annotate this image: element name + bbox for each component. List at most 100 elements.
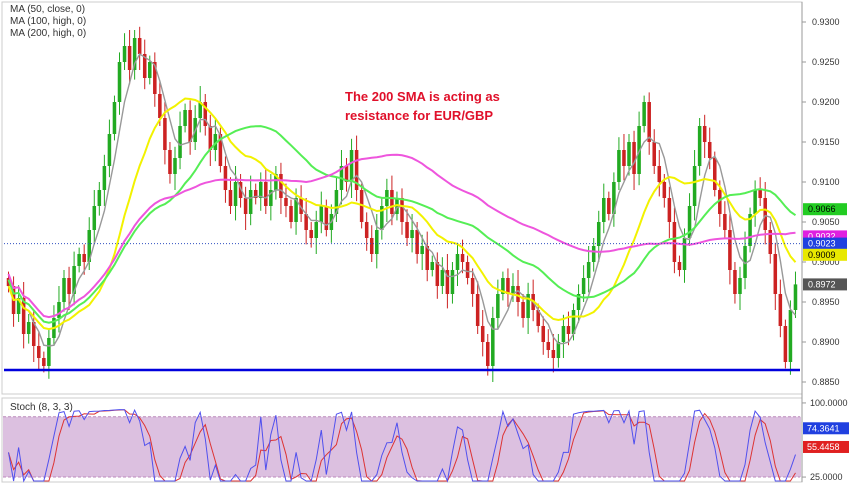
stoch-band: [3, 416, 801, 478]
candle-body: [536, 310, 540, 326]
candle-body: [788, 310, 793, 362]
candle-body: [561, 326, 566, 342]
candle-body: [153, 62, 157, 94]
candles: [6, 26, 798, 382]
candle-body: [753, 190, 757, 214]
candle-body: [203, 102, 208, 126]
candle-body: [354, 150, 359, 190]
candle-body: [607, 198, 611, 214]
candle-body: [576, 294, 581, 310]
ma-100-line: [7, 125, 797, 324]
candle-body: [72, 266, 76, 294]
candle-body: [475, 294, 480, 326]
candle-body: [67, 278, 71, 294]
candle-body: [551, 350, 556, 358]
candle-body: [501, 278, 505, 294]
candle-body: [506, 278, 510, 294]
stoch-range-band: [3, 416, 801, 478]
stoch-tag-box: [803, 440, 849, 453]
candle-body: [37, 346, 41, 358]
stoch-tick-label: 100.0000: [810, 398, 848, 408]
candle-body: [243, 198, 248, 214]
candle-body: [107, 134, 112, 166]
stoch-title: Stoch (8, 3, 3): [10, 402, 73, 413]
candle-body: [137, 38, 142, 54]
candle-body: [541, 326, 546, 342]
candle-body: [526, 294, 530, 318]
candle-body: [612, 182, 616, 214]
candle-body: [253, 190, 258, 198]
candle-body: [314, 222, 319, 238]
candle-body: [743, 246, 747, 278]
candle-body: [793, 284, 798, 310]
candle-body: [773, 254, 778, 294]
candle-body: [415, 230, 419, 254]
support-layer: [4, 243, 800, 372]
candle-body: [712, 158, 717, 190]
annotation-line-1: The 200 SMA is acting as: [345, 89, 500, 104]
candle-body: [470, 278, 475, 294]
price-tag-label: 0.9032: [808, 231, 836, 241]
candle-body: [718, 190, 722, 214]
candle-body: [440, 270, 445, 286]
candle-body: [26, 322, 31, 334]
price-tag-label: 0.9023: [808, 239, 836, 249]
candle-body: [723, 214, 727, 230]
candle-body: [42, 358, 46, 366]
candle-body: [334, 190, 339, 214]
candle-body: [319, 206, 324, 222]
stoch-tag-label: 74.3641: [807, 423, 840, 433]
ma-50-line: [7, 97, 797, 331]
candle-body: [445, 270, 450, 294]
y-tick-label: 0.9050: [812, 217, 840, 227]
candle-body: [556, 342, 561, 358]
candle-body: [521, 302, 525, 318]
price-tag-label: 0.8972: [808, 279, 836, 289]
candle-body: [218, 134, 223, 166]
candle-body: [264, 182, 268, 206]
candle-body: [21, 298, 26, 334]
candle-body: [369, 238, 374, 254]
candle-body: [289, 206, 293, 222]
stoch-lines: [8, 408, 796, 483]
candle-body: [647, 102, 651, 142]
candle-body: [324, 206, 329, 230]
price-tag-box: [803, 203, 847, 216]
candle-body: [778, 294, 783, 326]
candle-body: [62, 278, 66, 302]
candle-body: [173, 158, 177, 174]
candle-body: [228, 190, 233, 206]
candle-body: [168, 150, 172, 174]
candle-body: [77, 254, 81, 266]
y-tick-label: 0.8950: [812, 297, 840, 307]
candle-body: [622, 150, 626, 166]
candle-body: [233, 182, 238, 206]
candle-body: [122, 46, 127, 62]
candle-body: [516, 286, 520, 302]
candle-body: [450, 270, 455, 294]
candle-body: [702, 126, 707, 142]
candle-body: [294, 198, 298, 222]
candle-body: [692, 166, 697, 206]
candle-body: [667, 198, 672, 222]
candle-body: [364, 222, 369, 238]
candle-body: [455, 254, 460, 270]
price-axis: 0.9300 0.9250 0.9200 0.9150 0.9100 0.9050 0.90…: [802, 17, 840, 387]
candle-body: [97, 190, 102, 206]
annotation-line-2: resistance for EUR/GBP: [345, 108, 493, 123]
candle-body: [617, 150, 621, 182]
candle-body: [485, 342, 490, 366]
candle-body: [208, 126, 213, 150]
candle-body: [707, 142, 712, 158]
candle-body: [87, 230, 92, 262]
candle-body: [637, 126, 641, 174]
candle-body: [344, 166, 349, 182]
candle-body: [657, 166, 662, 182]
stoch-tick-label: 25.0000: [810, 472, 843, 482]
candle-body: [258, 182, 263, 198]
price-tag-box: [803, 248, 847, 261]
candle-body: [238, 182, 243, 198]
candle-body: [31, 322, 36, 346]
y-tick-label: 0.9300: [812, 17, 840, 27]
